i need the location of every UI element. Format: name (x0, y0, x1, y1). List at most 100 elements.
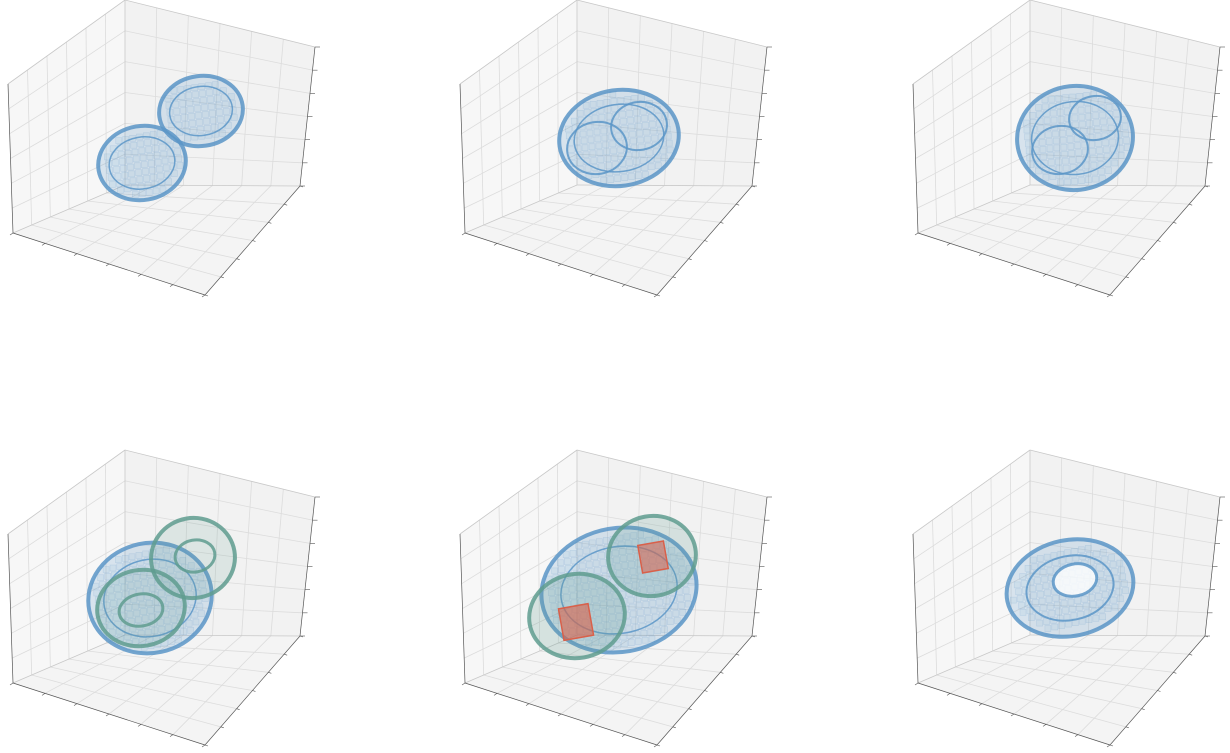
torus-voxel (1111, 568, 1118, 575)
y-tick (688, 258, 692, 260)
y-tick (268, 222, 272, 224)
torus-voxel (1065, 556, 1073, 563)
torus-voxel (1054, 601, 1061, 609)
sphere-voxel (179, 100, 187, 107)
merged-spheres-voxel (587, 136, 595, 144)
merged-spheres-voxel (626, 159, 633, 167)
merged-spheres-voxel (198, 610, 205, 617)
merged-spheres-voxel (659, 576, 667, 584)
merged-spheres-voxel (600, 177, 608, 184)
sphere-voxel (157, 172, 164, 180)
sphere-voxel (120, 165, 127, 172)
merged-spheres-voxel (128, 553, 136, 561)
merged-spheres-voxel (634, 638, 642, 645)
sphere-voxel (182, 121, 189, 128)
merged-spheres-voxel (1105, 104, 1113, 111)
torus-voxel (1117, 595, 1124, 603)
floor-pane (918, 185, 1205, 295)
torus-voxel (1099, 577, 1106, 585)
x-tick (1042, 274, 1047, 277)
merged-spheres-voxel (616, 534, 624, 542)
merged-spheres-voxel (614, 563, 622, 571)
x-tick (105, 713, 110, 717)
x-tick (1074, 284, 1079, 287)
grid-line (11, 153, 126, 209)
merged-spheres-voxel (1123, 137, 1130, 144)
merged-spheres-voxel (135, 616, 142, 624)
merged-spheres-voxel (187, 562, 195, 569)
sphere-voxel (210, 117, 217, 124)
merged-spheres-voxel (596, 149, 604, 157)
sphere-voxel (170, 87, 178, 94)
merged-spheres-voxel (1091, 168, 1098, 176)
merged-spheres-voxel (630, 574, 638, 582)
merged-spheres-voxel (581, 144, 589, 152)
merged-spheres-voxel (628, 173, 635, 180)
x-tick (1010, 263, 1015, 267)
merged-spheres-voxel (1099, 111, 1106, 119)
merged-spheres-voxel (110, 600, 117, 607)
merged-spheres-ring (103, 558, 197, 638)
torus-voxel (1067, 598, 1075, 606)
y-tick (736, 653, 740, 656)
merged-spheres-voxel (628, 123, 635, 131)
torus-voxel (1121, 580, 1128, 587)
merged-spheres-voxel (1055, 95, 1063, 102)
merged-spheres-voxel (1117, 152, 1125, 159)
voxel-objects (96, 73, 245, 203)
sphere-voxel (139, 190, 146, 197)
merged-spheres-voxel (679, 609, 687, 616)
merged-spheres-voxel (641, 636, 649, 644)
merged-spheres-voxel (645, 579, 653, 586)
voxel-objects (557, 87, 681, 189)
merged-spheres-voxel (633, 158, 640, 166)
merged-spheres-voxel (156, 547, 163, 555)
torus-voxel (1065, 620, 1072, 628)
sphere-voxel (161, 157, 169, 165)
torus-voxel (1026, 607, 1034, 615)
sphere-voxel (112, 159, 119, 166)
merged-spheres-voxel (1027, 161, 1034, 169)
y-tick (720, 672, 724, 674)
merged-spheres-voxel (635, 602, 643, 610)
merged-spheres-voxel (119, 577, 126, 584)
merged-spheres-voxel (1053, 144, 1061, 152)
merged-spheres-voxel (585, 172, 593, 179)
panel-3 (910, 0, 1230, 300)
merged-spheres-voxel (634, 115, 641, 123)
grid-line (124, 603, 303, 614)
x-tick (978, 703, 983, 706)
torus-voxel (1101, 591, 1109, 599)
torus-voxel (1019, 573, 1026, 580)
torus-voxel (1099, 613, 1106, 621)
sphere-voxel (209, 110, 216, 117)
y-tick (704, 690, 708, 692)
merged-spheres-voxel (1076, 156, 1083, 163)
merged-spheres-voxel (1116, 138, 1123, 145)
sphere-voxel (203, 118, 210, 125)
voxel-plot-6 (912, 449, 1225, 748)
pane-edge (7, 449, 126, 535)
merged-spheres-voxel (594, 609, 601, 617)
merged-spheres-voxel (621, 562, 629, 569)
merged-spheres-voxel (115, 556, 122, 563)
sphere-voxel (178, 93, 186, 100)
torus-voxel (1062, 607, 1069, 614)
sphere-voxel (123, 143, 131, 150)
merged-spheres-voxel (600, 127, 608, 135)
merged-spheres-voxel (597, 106, 605, 114)
merged-spheres-voxel (611, 154, 618, 162)
merged-spheres-voxel (138, 601, 146, 609)
merged-spheres-voxel (596, 581, 603, 588)
x-tick (169, 284, 174, 287)
merged-spheres-voxel (1047, 152, 1054, 159)
sphere-voxel (129, 177, 137, 185)
voxel-objects (1015, 83, 1135, 193)
grid-line (576, 603, 755, 614)
merged-spheres-voxel (1023, 126, 1031, 134)
merged-spheres-voxel (165, 624, 172, 632)
sphere-voxel (113, 166, 120, 173)
merged-spheres-voxel (164, 553, 171, 560)
sphere-voxel (114, 173, 122, 180)
sphere-voxel (119, 158, 126, 165)
